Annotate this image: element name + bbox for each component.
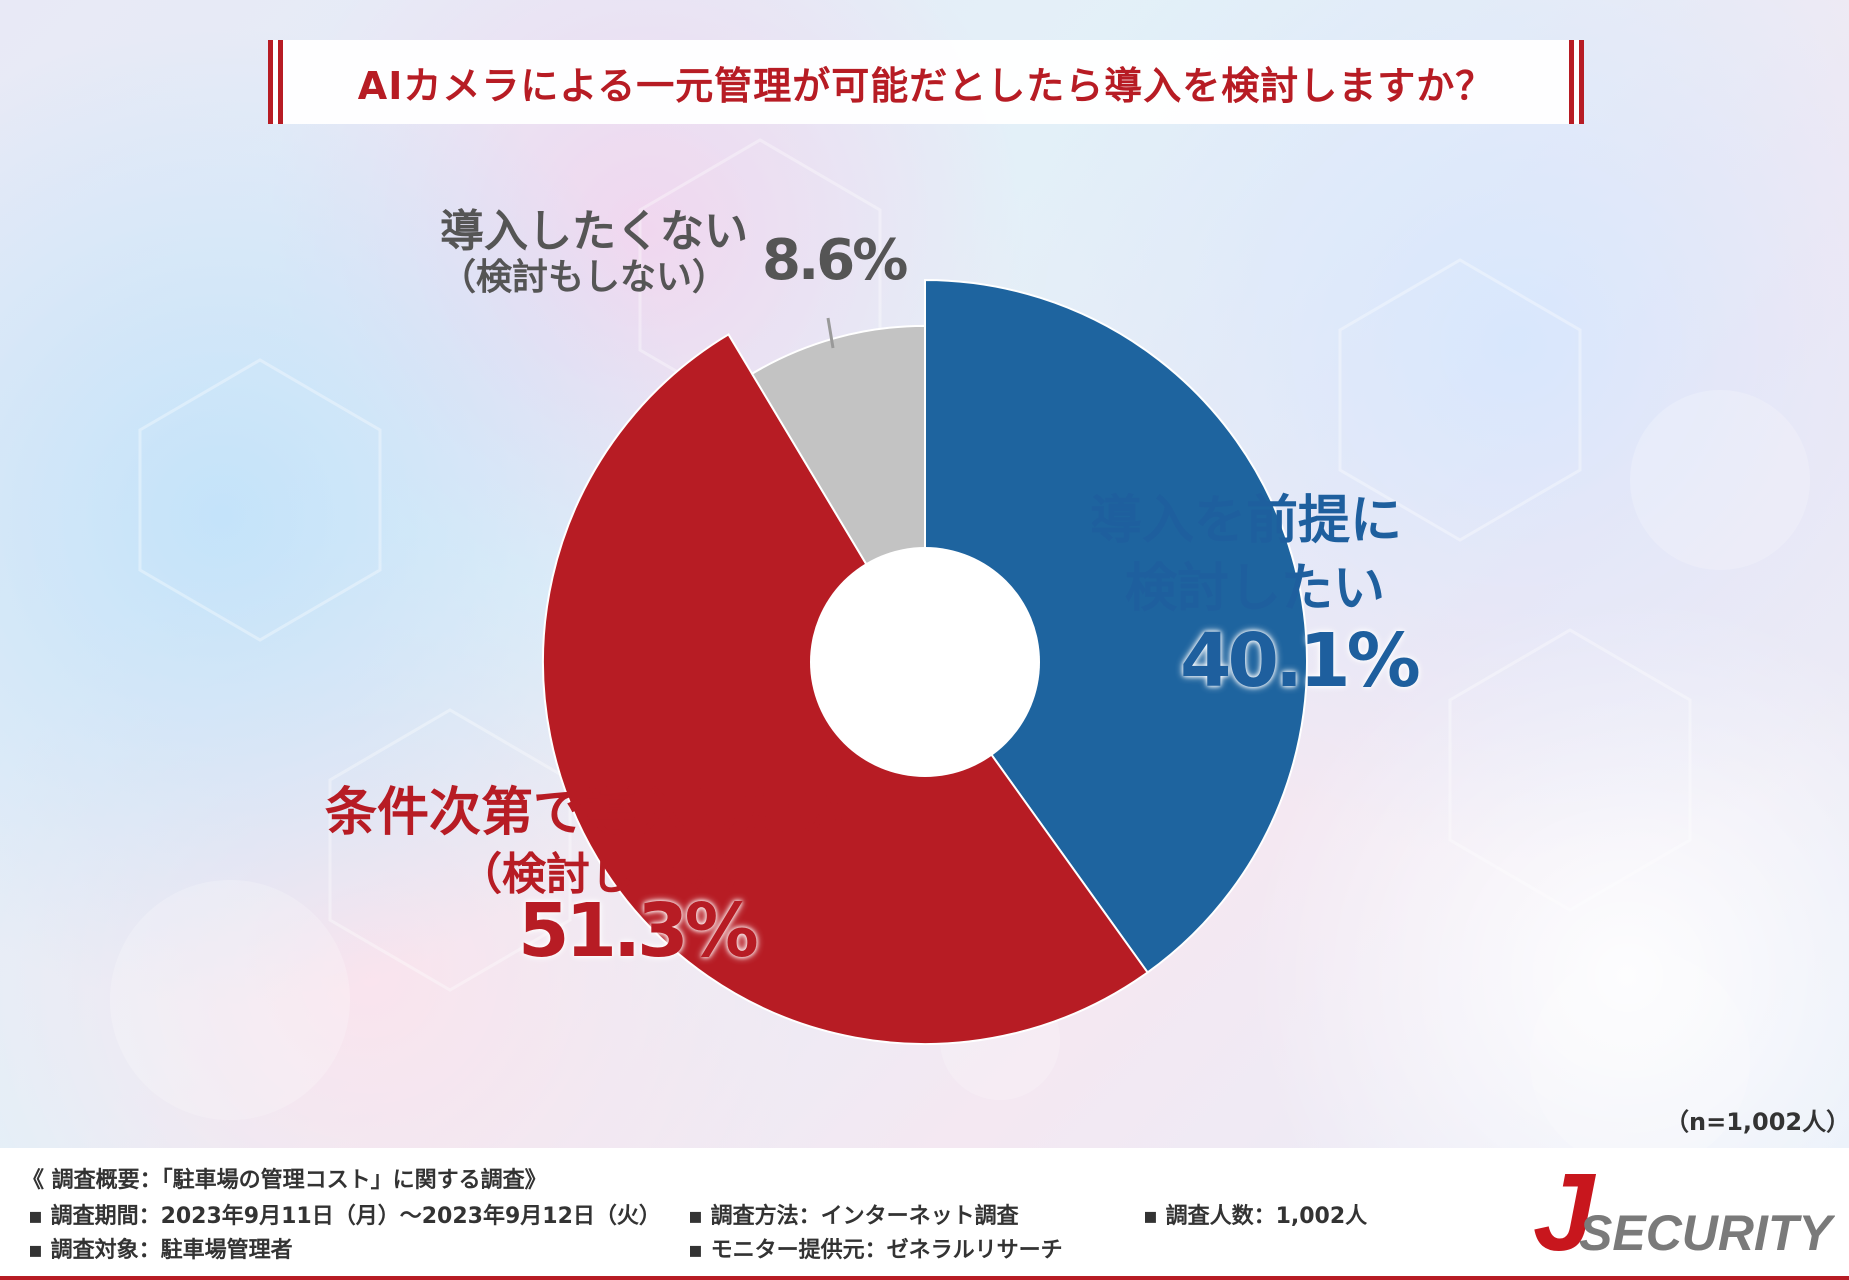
footer-monitor: ▪ モニター提供元：ゼネラルリサーチ: [688, 1238, 1063, 1263]
logo-text: SECURITY: [1579, 1205, 1835, 1261]
survey-footer: 《 調査概要：「駐車場の管理コスト」に関する調査》 ▪ 調査期間：2023年9月…: [0, 1148, 1849, 1280]
footer-heading: 《 調査概要：「駐車場の管理コスト」に関する調査》: [22, 1168, 547, 1193]
footer-count: ▪ 調査人数：1,002人: [1143, 1204, 1368, 1229]
footer-period: ▪ 調査期間：2023年9月11日（月）～2023年9月12日（火）: [28, 1204, 661, 1229]
label-not-introduce: 導入したくない: [440, 206, 748, 257]
sample-size: （n=1,002人）: [1665, 1108, 1849, 1136]
footer-method: ▪ 調査方法：インターネット調査: [688, 1204, 1019, 1229]
label-premise-introduce: 導入を前提に: [1090, 491, 1403, 551]
donut-chart: [542, 278, 1308, 1045]
hexagon-pattern-decoration: [0, 0, 1849, 1148]
donut-hole: [810, 547, 1040, 777]
slice-premise-introduce: [924, 278, 1308, 974]
label-premise-introduce-sub: 検討したい: [1125, 559, 1386, 619]
leader-line: [826, 317, 835, 349]
logo-letter: J: [1533, 1154, 1597, 1270]
pct-not-introduce: 8.6%: [762, 228, 908, 293]
footer-target: ▪ 調査対象：駐車場管理者: [28, 1238, 293, 1263]
label-not-introduce-sub: （検討もしない）: [440, 257, 729, 298]
title-banner: AIカメラによる一元管理が可能だとしたら導入を検討しますか？: [268, 40, 1584, 124]
jsecurity-logo: J SECURITY: [1533, 1154, 1835, 1270]
label-conditional-introduce: 条件次第で導入したい: [325, 783, 846, 843]
chart-title: AIカメラによる一元管理が可能だとしたら導入を検討しますか？: [357, 63, 1495, 108]
label-conditional-introduce-sub: （検討したい）: [458, 849, 766, 900]
pct-conditional-introduce: 51.3%: [518, 888, 759, 974]
pct-premise-introduce: 40.1%: [1180, 618, 1421, 704]
